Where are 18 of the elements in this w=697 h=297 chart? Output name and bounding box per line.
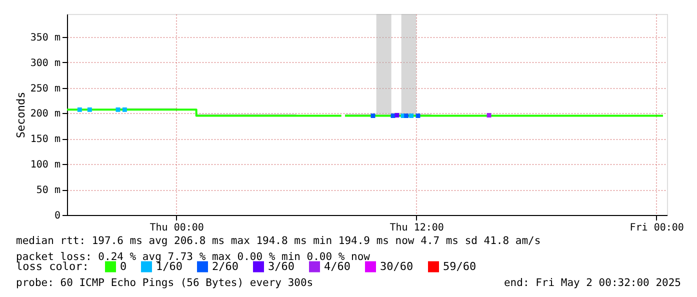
y-axis-title: Seconds xyxy=(14,92,28,138)
y-tick-label: 100 m xyxy=(30,160,60,171)
legend-title: loss color: xyxy=(16,260,89,273)
legend-label: 30/60 xyxy=(380,260,414,273)
text: probe: 60 ICMP Echo Pings (56 Bytes) every 300s xyxy=(16,277,314,289)
x-tick-label: Thu 00:00 xyxy=(150,222,204,234)
y-tick-label: 300 m xyxy=(30,58,60,69)
x-tick-label: Thu 12:00 xyxy=(390,222,444,234)
y-tick-label: 200 m xyxy=(30,108,60,120)
y-tick-label: 250 m xyxy=(30,83,60,94)
x-tick-label: Fri 00:00 xyxy=(630,222,684,234)
y-tick-label: 50 m xyxy=(36,185,60,196)
legend-label: 59/60 xyxy=(443,260,476,273)
y-tick-label: 150 m xyxy=(30,134,60,146)
text: end: Fri May 2 00:32:00 2025 xyxy=(504,277,681,289)
y-tick-label: 0 xyxy=(54,210,60,222)
y-tick-label: 350 m xyxy=(30,32,60,44)
text: median rtt: 197.6 ms avg 206.8 ms max 194.8 ms min 194.9 ms now 4.7 ms sd 41.8 am/s xyxy=(16,235,541,247)
